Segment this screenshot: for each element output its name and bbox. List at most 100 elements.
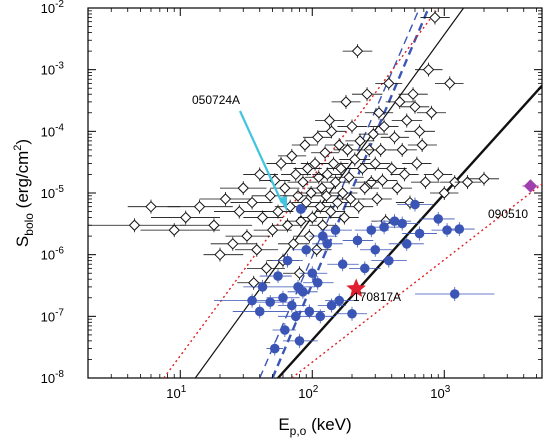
diamond-marker	[419, 176, 432, 188]
diamond-point	[287, 175, 318, 190]
circle-marker	[414, 228, 425, 239]
diamond-point	[345, 133, 375, 148]
diamond-marker	[375, 144, 387, 156]
circle-point	[419, 211, 455, 226]
circle-point	[325, 293, 355, 308]
label-090510: 090510	[488, 207, 528, 221]
diamond-point	[339, 152, 371, 167]
diamond-point	[235, 242, 278, 257]
circle-point	[388, 236, 424, 251]
diamond-point	[400, 99, 430, 114]
diamond-marker	[336, 187, 349, 199]
diamond-marker	[279, 182, 291, 194]
diamond-marker	[383, 77, 395, 90]
diamond-point	[358, 127, 389, 142]
diamond-point	[411, 175, 440, 190]
diamond-marker	[422, 63, 435, 76]
diamond-point	[414, 62, 443, 77]
diamond-marker	[323, 114, 336, 127]
diamond-marker	[411, 157, 423, 170]
diamond-point	[246, 261, 285, 276]
diamond-marker	[316, 182, 328, 194]
circle-marker	[449, 289, 460, 299]
diamond-point	[266, 156, 296, 171]
circle-point	[360, 242, 392, 257]
diamond-marker	[429, 11, 441, 24]
circle-marker	[322, 239, 333, 249]
diamond-point	[420, 10, 450, 25]
diamond-marker	[338, 211, 351, 224]
circle-point	[266, 341, 283, 356]
diamond-marker	[378, 120, 390, 133]
diamond-point	[316, 204, 346, 219]
diamond-marker	[356, 162, 369, 175]
diamond-point	[291, 138, 318, 153]
diamond-point	[407, 138, 437, 153]
diamond-point	[272, 218, 303, 233]
diamond-point	[331, 94, 361, 109]
diamond-point	[180, 218, 253, 233]
diamond-marker	[313, 171, 325, 183]
diamond-marker	[341, 144, 354, 156]
circle-marker	[359, 263, 370, 274]
diamond-marker	[233, 205, 245, 218]
circle-marker	[273, 271, 283, 281]
diamond-point	[270, 181, 300, 196]
diamond-point	[388, 142, 417, 157]
y-tick-label: 10-7	[41, 307, 65, 324]
diamond-marker	[193, 200, 206, 213]
diamond-point	[298, 210, 328, 225]
diamond-point	[243, 167, 278, 182]
y-tick-label: 10-8	[41, 369, 65, 386]
diamond-point	[317, 124, 346, 139]
diamond-marker	[237, 182, 249, 194]
diamond-marker	[396, 144, 408, 156]
diamond-marker	[391, 182, 403, 194]
circle-marker	[265, 297, 275, 307]
circle-marker	[433, 214, 444, 224]
diamond-marker	[275, 157, 287, 170]
diamond-marker	[214, 248, 226, 261]
circle-point	[342, 233, 374, 248]
diamond-point	[140, 223, 221, 238]
circle-point	[367, 220, 401, 235]
diamond-point	[307, 181, 336, 196]
diamond-marker	[371, 193, 383, 205]
diamond-marker	[461, 176, 474, 188]
circle-point	[371, 253, 407, 268]
circle-marker	[312, 277, 323, 288]
circle-marker	[379, 222, 389, 232]
diamond-marker	[219, 193, 232, 205]
y-axis-title-unit: (erg/cm	[13, 151, 32, 213]
diamond-point	[404, 124, 435, 139]
diamond-marker	[317, 219, 329, 231]
circle-marker	[282, 255, 293, 266]
x-tick-label: 102	[298, 384, 318, 401]
y-tick-label: 10-2	[41, 0, 65, 16]
diamond-marker	[145, 200, 157, 213]
y-tick-label: 10-4	[41, 122, 65, 139]
diamond-marker	[367, 128, 380, 140]
diamond-point	[434, 76, 464, 91]
circle-marker	[280, 325, 290, 335]
diamond-point	[243, 210, 283, 225]
circle-marker	[384, 255, 394, 266]
diamond-marker	[295, 215, 307, 227]
circle-marker	[410, 199, 420, 210]
circle-point	[291, 242, 321, 257]
circle-point	[282, 333, 318, 348]
y-tick-label: 10-6	[41, 246, 65, 263]
diamond-marker	[247, 277, 260, 289]
diamond-point	[369, 119, 399, 134]
circle-point	[384, 216, 420, 231]
circle-point	[287, 284, 318, 299]
x-axis-title-main: E	[278, 415, 289, 434]
circle-marker	[317, 231, 328, 241]
diamond-marker	[312, 131, 324, 144]
diamond-point	[277, 148, 307, 163]
circle-point	[266, 290, 300, 305]
diamond-point	[220, 181, 267, 196]
data-points	[88, 10, 500, 356]
y-tick-label: 10-3	[41, 61, 65, 78]
